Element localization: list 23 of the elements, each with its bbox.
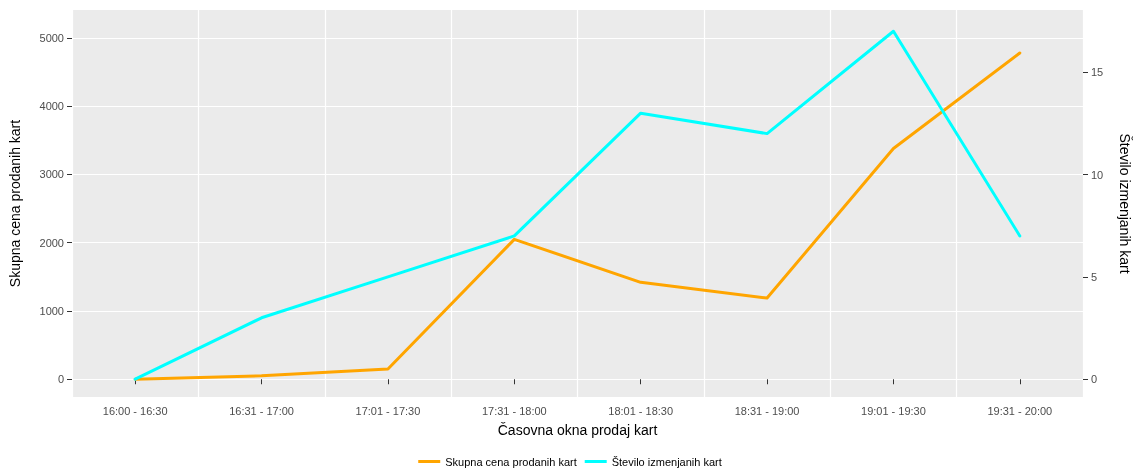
x-tick-label: 17:31 - 18:00 xyxy=(481,404,547,417)
y-tick-label: 3000 xyxy=(39,168,64,181)
x-tick-label: 18:01 - 18:30 xyxy=(608,404,674,417)
y-axis-title: Skupna cena prodanih kart xyxy=(7,119,23,288)
y-tick-label: 1000 xyxy=(39,305,64,317)
y2-tick-label: 0 xyxy=(1091,373,1098,386)
legend-label: Skupna cena prodanih kart xyxy=(445,455,577,468)
y-tick-label: 2000 xyxy=(39,236,64,249)
x-tick-label: 18:31 - 19:00 xyxy=(734,404,800,417)
y2-axis-title: Število izmenjanih kart xyxy=(1117,133,1133,274)
x-tick-label: 16:00 - 16:30 xyxy=(102,404,168,417)
x-tick-label: 17:01 - 17:30 xyxy=(355,404,421,417)
y2-tick-label: 15 xyxy=(1091,66,1104,79)
y-tick-label: 0 xyxy=(57,373,64,386)
y2-tick-label: 5 xyxy=(1091,270,1098,283)
x-tick-label: 19:01 - 19:30 xyxy=(861,404,926,417)
x-axis-title: Časovna okna prodaj kart xyxy=(497,422,658,438)
y-tick-label: 5000 xyxy=(39,31,64,44)
x-tick-label: 19:31 - 20:00 xyxy=(987,404,1053,417)
x-tick-label: 16:31 - 17:00 xyxy=(229,404,294,417)
y2-tick-label: 10 xyxy=(1091,168,1104,181)
legend-label: Število izmenjanih kart xyxy=(611,455,722,468)
y-tick-label: 4000 xyxy=(39,100,64,113)
